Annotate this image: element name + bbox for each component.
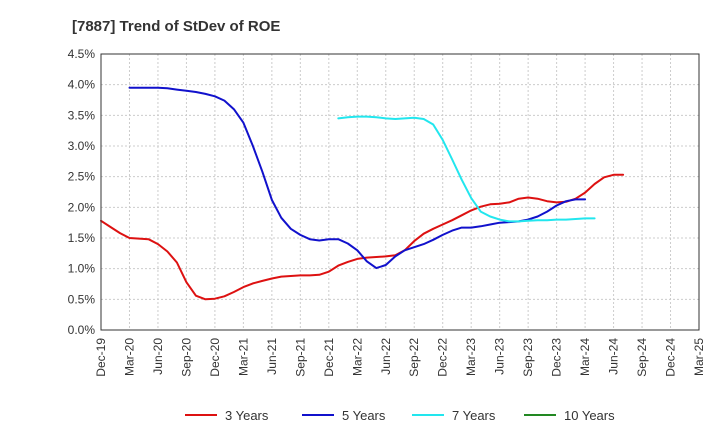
x-tick-label: Sep-24 bbox=[635, 338, 649, 377]
y-tick-label: 3.0% bbox=[68, 139, 96, 153]
plot-border bbox=[100, 53, 700, 331]
y-tick-label: 3.5% bbox=[68, 108, 96, 122]
y-tick-label: 1.0% bbox=[68, 262, 96, 276]
x-tick-label: Jun-24 bbox=[607, 338, 621, 375]
x-tick-label: Dec-23 bbox=[550, 338, 564, 377]
x-tick-label: Mar-25 bbox=[692, 338, 706, 376]
chart-title: [7887] Trend of StDev of ROE bbox=[72, 18, 280, 35]
legend-label: 3 Years bbox=[225, 408, 269, 423]
series-line-7-years bbox=[337, 115, 596, 223]
x-tick-label: Jun-20 bbox=[151, 338, 165, 375]
y-tick-label: 4.0% bbox=[68, 78, 96, 92]
x-tick-label: Dec-22 bbox=[436, 338, 450, 377]
x-tick-label: Jun-22 bbox=[379, 338, 393, 375]
legend-label: 10 Years bbox=[564, 408, 615, 423]
x-tick-label: Dec-20 bbox=[208, 338, 222, 377]
legend: 3 Years 5 Years 7 Years 10 Years bbox=[185, 408, 615, 423]
x-tick-label: Mar-20 bbox=[122, 338, 136, 376]
y-tick-label: 2.0% bbox=[68, 200, 96, 214]
legend-label: 7 Years bbox=[452, 408, 496, 423]
legend-label: 5 Years bbox=[342, 408, 386, 423]
x-tick-label: Sep-21 bbox=[293, 338, 307, 377]
y-tick-label: 4.5% bbox=[68, 47, 96, 61]
x-axis: Dec-19 Mar-20 Jun-20 Sep-20 Dec-20 Mar-21 Jun-… bbox=[94, 338, 706, 377]
x-tick-label: Mar-23 bbox=[464, 338, 478, 376]
x-tick-label: Jun-23 bbox=[493, 338, 507, 375]
x-tick-label: Mar-22 bbox=[350, 338, 364, 376]
x-tick-label: Mar-21 bbox=[236, 338, 250, 376]
y-axis: 0.0% 0.5% 1.0% 1.5% 2.0% 2.5% 3.0% 3.5% 4.0% 4.5% bbox=[68, 47, 96, 337]
plot-area bbox=[100, 53, 700, 331]
y-tick-label: 1.5% bbox=[68, 231, 96, 245]
x-tick-label: Sep-20 bbox=[179, 338, 193, 377]
y-tick-label: 2.5% bbox=[68, 170, 96, 184]
y-tick-label: 0.0% bbox=[68, 323, 96, 337]
x-tick-label: Sep-22 bbox=[407, 338, 421, 377]
series-group bbox=[100, 86, 625, 301]
x-tick-label: Mar-24 bbox=[578, 338, 592, 376]
x-tick-label: Sep-23 bbox=[521, 338, 535, 377]
y-tick-label: 0.5% bbox=[68, 292, 96, 306]
series-line-3-years bbox=[100, 173, 625, 301]
x-tick-label: Dec-21 bbox=[322, 338, 336, 377]
x-tick-label: Dec-19 bbox=[94, 338, 108, 377]
plot-background bbox=[101, 54, 699, 330]
x-tick-label: Dec-24 bbox=[664, 338, 678, 377]
x-tick-label: Jun-21 bbox=[265, 338, 279, 375]
